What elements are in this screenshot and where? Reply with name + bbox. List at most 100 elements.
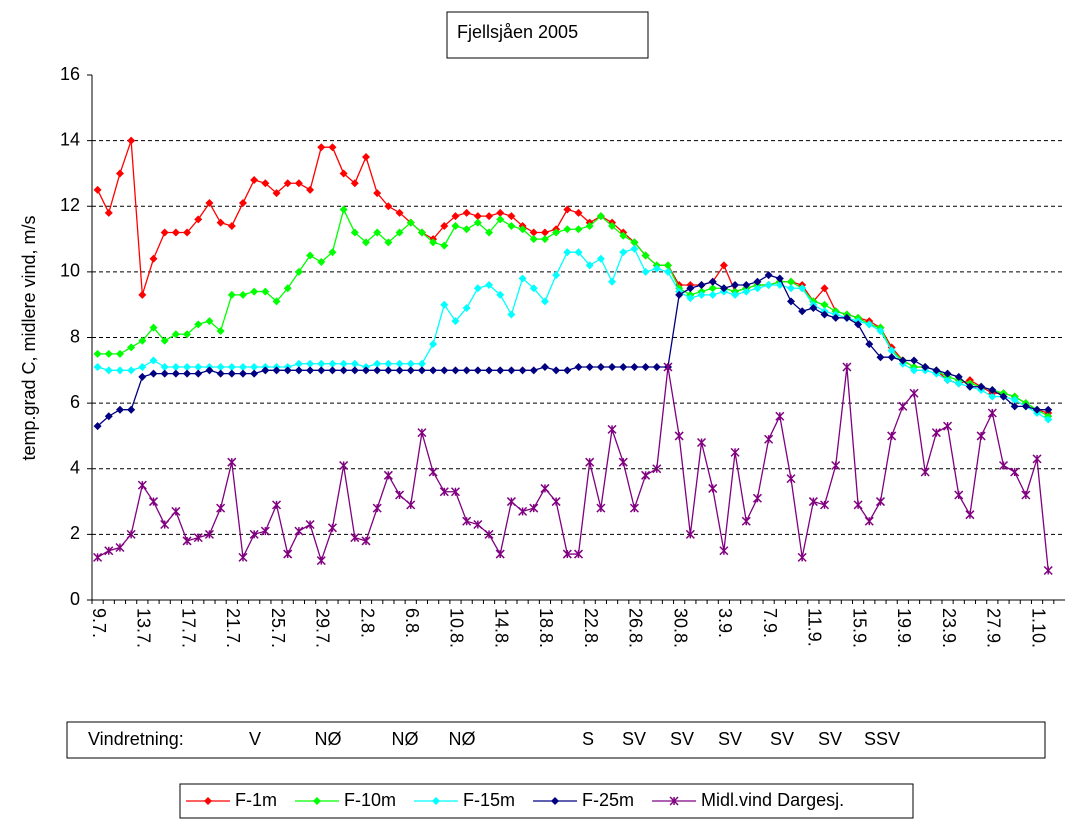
point-marker	[887, 431, 897, 441]
point-marker	[373, 189, 382, 198]
point-marker	[540, 363, 549, 372]
point-marker	[1032, 454, 1042, 464]
point-marker	[954, 379, 963, 388]
wind-item: NØ	[449, 729, 476, 749]
point-marker	[618, 457, 628, 467]
y-tick-label: 4	[70, 458, 80, 478]
point-marker	[227, 457, 237, 467]
point-marker	[876, 326, 885, 335]
point-marker	[988, 386, 997, 394]
point-marker	[183, 228, 192, 237]
legend-label: Midl.vind Dargesj.	[701, 790, 844, 810]
point-marker	[663, 267, 672, 276]
point-marker	[820, 300, 829, 309]
point-marker	[630, 238, 639, 247]
point-marker	[328, 359, 337, 368]
x-tick-label: 6.8.	[402, 608, 422, 638]
point-marker	[932, 366, 941, 375]
point-marker	[317, 258, 326, 267]
point-marker	[485, 366, 494, 375]
point-marker	[708, 483, 718, 493]
point-marker	[183, 330, 192, 339]
point-marker	[328, 366, 337, 375]
point-marker	[272, 189, 281, 198]
point-marker	[719, 284, 728, 293]
point-marker	[876, 353, 885, 362]
point-marker	[518, 225, 527, 234]
point-marker	[283, 179, 292, 188]
point-marker	[507, 221, 516, 230]
point-marker	[675, 290, 684, 299]
point-marker	[853, 500, 863, 510]
point-marker	[115, 349, 124, 358]
point-marker	[137, 480, 147, 490]
wind-label: Vindretning:	[88, 729, 184, 749]
point-marker	[485, 281, 494, 289]
point-marker	[250, 287, 259, 296]
x-tick-label: 21.7.	[223, 608, 243, 648]
point-marker	[406, 366, 415, 375]
x-tick-label: 17.7.	[178, 608, 198, 648]
point-marker	[976, 431, 986, 441]
point-marker	[742, 287, 751, 296]
point-marker	[506, 497, 516, 507]
point-marker	[574, 363, 583, 372]
point-marker	[227, 290, 236, 299]
point-marker	[686, 284, 695, 293]
wind-item: SV	[818, 729, 842, 749]
point-marker	[227, 221, 236, 230]
point-marker	[451, 317, 460, 326]
point-marker	[921, 363, 930, 372]
legend-label: F-25m	[582, 790, 634, 810]
point-marker	[540, 235, 549, 244]
point-marker	[104, 208, 113, 217]
point-marker	[529, 284, 538, 293]
y-tick-label: 6	[70, 392, 80, 412]
point-marker	[551, 797, 560, 805]
point-marker	[194, 320, 203, 329]
x-tick-label: 13.7.	[134, 608, 154, 648]
point-marker	[507, 310, 516, 319]
point-marker	[652, 363, 661, 372]
point-marker	[339, 205, 348, 214]
point-marker	[440, 241, 449, 250]
point-marker	[294, 267, 303, 276]
point-marker	[160, 363, 169, 372]
point-marker	[943, 369, 952, 378]
point-marker	[507, 366, 516, 375]
point-marker	[327, 523, 337, 533]
point-marker	[373, 228, 382, 237]
point-marker	[910, 366, 919, 375]
point-marker	[898, 356, 907, 365]
point-marker	[931, 428, 941, 438]
point-marker	[854, 320, 863, 329]
point-marker	[227, 369, 236, 378]
point-marker	[395, 359, 404, 368]
wind-item: SSV	[864, 729, 900, 749]
point-marker	[238, 290, 247, 299]
y-tick-label: 12	[60, 195, 80, 215]
point-marker	[473, 366, 482, 375]
point-marker	[630, 244, 639, 253]
point-marker	[93, 552, 103, 562]
point-marker	[1021, 490, 1031, 500]
point-marker	[630, 363, 639, 372]
point-marker	[529, 366, 538, 375]
point-marker	[250, 369, 259, 378]
point-marker	[574, 225, 583, 234]
point-marker	[115, 405, 124, 414]
point-marker	[619, 231, 628, 240]
point-marker	[596, 503, 606, 513]
point-marker	[216, 503, 226, 513]
point-marker	[138, 372, 147, 381]
point-marker	[764, 271, 773, 280]
point-marker	[383, 470, 393, 480]
point-marker	[384, 202, 393, 211]
point-marker	[641, 267, 650, 276]
point-marker	[741, 516, 751, 526]
point-marker	[898, 401, 908, 411]
point-marker	[507, 212, 516, 221]
point-marker	[608, 277, 617, 286]
point-marker	[585, 261, 594, 270]
point-marker	[462, 208, 471, 217]
